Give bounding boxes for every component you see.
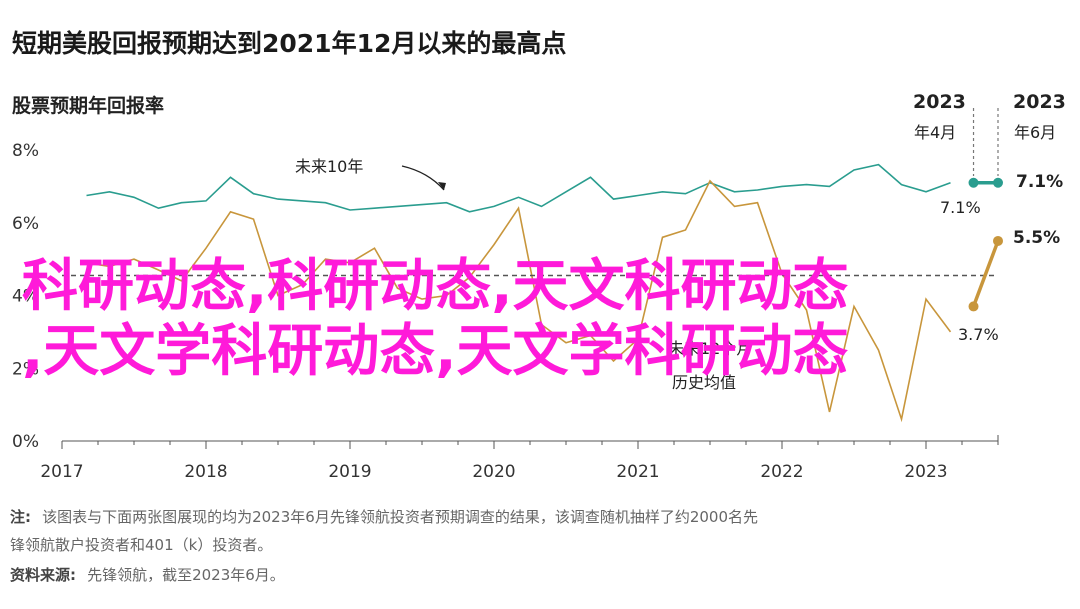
watermark-line1: 科研动态,科研动态,天文科研动态 xyxy=(22,254,849,319)
source-text: 先锋领航，截至2023年6月。 xyxy=(87,566,285,584)
annotations xyxy=(968,108,1003,312)
label-12m: 未来12个月 xyxy=(668,339,752,358)
x-tick-label: 2021 xyxy=(616,462,659,482)
end-12m-jun: 5.5% xyxy=(1013,228,1060,248)
x-tick-label: 2022 xyxy=(760,462,803,482)
y-ticks: 0% 2% 4% 6% 8% xyxy=(12,141,39,452)
end-10y-jun: 7.1% xyxy=(1016,172,1063,192)
x-tick-label: 2018 xyxy=(184,462,227,482)
y-tick-label: 2% xyxy=(12,359,39,379)
month-jun: 年6月 xyxy=(1014,123,1056,142)
x-tick-label: 2023 xyxy=(904,462,947,482)
highlight-segment xyxy=(971,240,1000,308)
end-10y-apr: 7.1% xyxy=(940,198,981,217)
end-12m-apr: 3.7% xyxy=(958,325,999,344)
note-line2: 锋领航散户投资者和401（k）投资者。 xyxy=(10,536,272,554)
series-lines xyxy=(62,163,998,423)
note-line1: 注: 该图表与下面两张图展现的均为2023年6月先锋领航投资者预期调查的结果，该… xyxy=(10,507,758,526)
watermark-line2: ,天文学科研动态,天文学科研动态 xyxy=(22,319,849,384)
label-10y: 未来10年 xyxy=(295,157,363,176)
source-label: 资料来源: xyxy=(10,566,76,584)
x-tick-label: 2017 xyxy=(40,462,83,482)
y-tick-label: 4% xyxy=(12,287,39,307)
x-axis xyxy=(61,435,999,449)
month-apr-year: 2023 xyxy=(913,91,966,113)
source-line: 资料来源: 先锋领航，截至2023年6月。 xyxy=(10,565,285,584)
label-10y-arrowhead xyxy=(438,182,446,190)
y-tick-label: 0% xyxy=(12,432,39,452)
x-ticks: 2017 2018 2019 2020 2021 2022 2023 xyxy=(40,462,947,482)
highlight-point xyxy=(993,235,1003,246)
label-mean: 历史均值 xyxy=(672,373,736,392)
series-line xyxy=(86,163,951,213)
highlight-point xyxy=(968,177,979,188)
x-tick-label: 2020 xyxy=(472,462,515,482)
month-apr: 年4月 xyxy=(914,123,956,142)
y-tick-label: 8% xyxy=(12,141,39,161)
month-jun-year: 2023 xyxy=(1013,91,1066,113)
note-text-1: 该图表与下面两张图展现的均为2023年6月先锋领航投资者预期调查的结果，该调查随… xyxy=(42,508,758,526)
highlight-point xyxy=(993,177,1003,188)
series-line xyxy=(86,179,952,423)
chart-title: 短期美股回报预期达到2021年12月以来的最高点 xyxy=(12,29,566,58)
y-axis-label: 股票预期年回报率 xyxy=(12,94,164,117)
y-tick-label: 6% xyxy=(12,214,39,234)
highlight-point xyxy=(968,301,979,312)
label-10y-arrow xyxy=(401,165,445,191)
note-label: 注: xyxy=(10,508,31,526)
x-tick-label: 2019 xyxy=(328,462,371,482)
